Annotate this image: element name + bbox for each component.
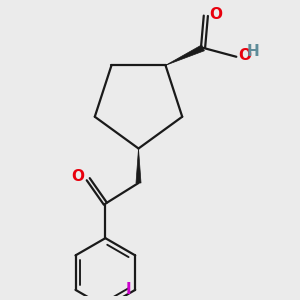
Polygon shape (136, 148, 141, 183)
Text: O: O (209, 8, 223, 22)
Text: H: H (246, 44, 259, 59)
Polygon shape (166, 45, 204, 65)
Text: O: O (72, 169, 85, 184)
Text: I: I (126, 282, 132, 297)
Text: O: O (238, 48, 251, 63)
